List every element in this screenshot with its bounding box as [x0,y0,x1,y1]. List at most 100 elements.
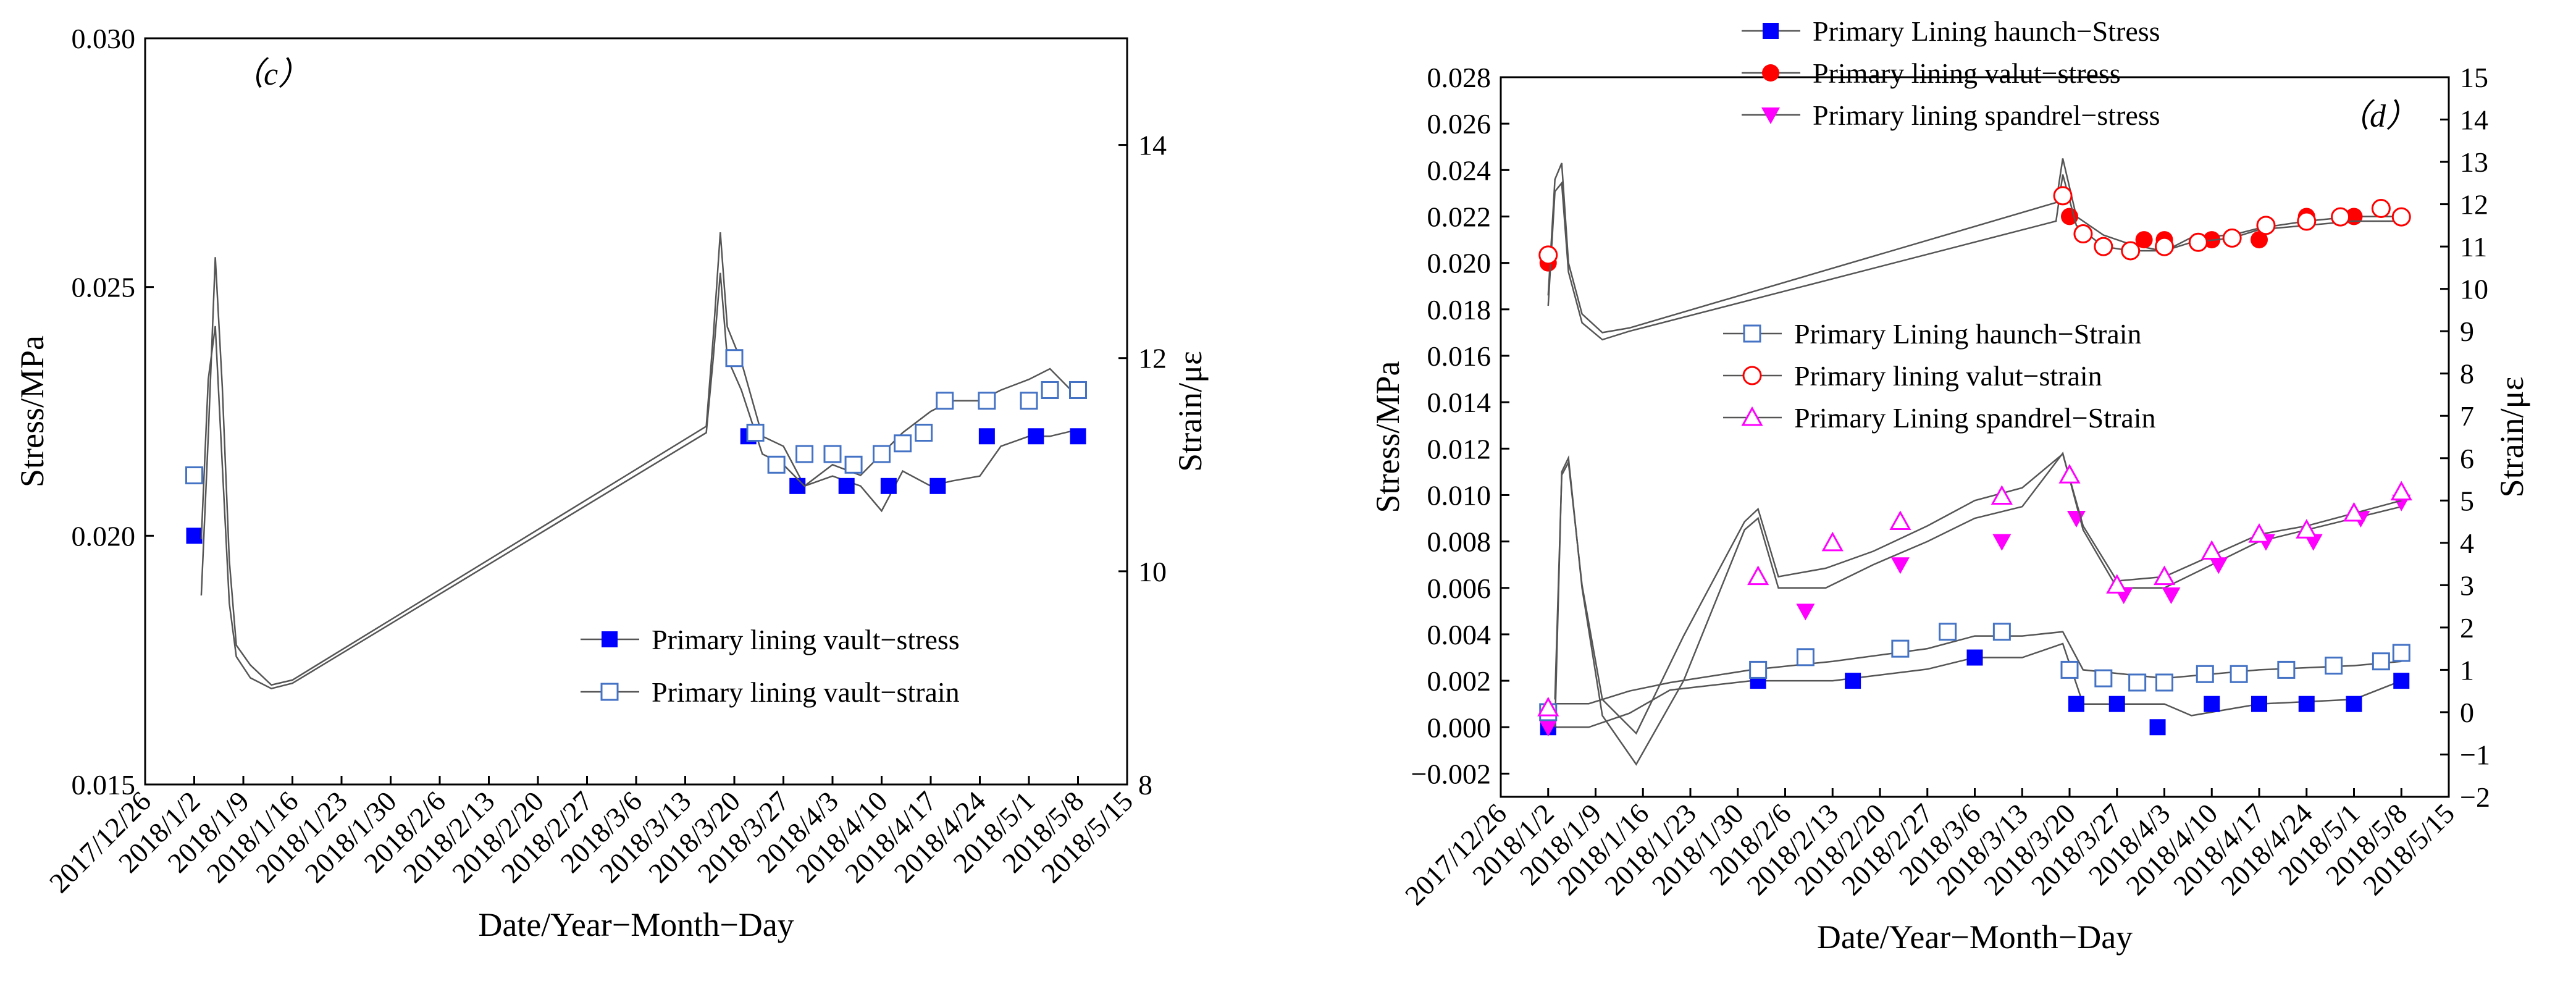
y-right-tick-label: −2 [2460,781,2490,813]
legend-marker [1762,64,1779,82]
data-point [844,455,863,474]
data-point [2188,232,2208,252]
y-left-tick-label: 0.028 [1427,62,1491,93]
data-point [1538,245,1558,265]
chart-panel-1: −0.002 0.000 0.002 0.004 0.006 0.008 0.010 0.01… [1369,15,2530,956]
data-point [2325,657,2343,675]
data-point [1537,696,1559,717]
data-point [725,349,744,368]
data-point [2135,231,2153,249]
y-right-tick-label: 10 [1138,556,1167,587]
y-left-tick-label: 0.022 [1427,201,1491,232]
data-point [1939,623,1957,641]
y-left-tick-label: 0.025 [72,272,136,303]
y-left-tick-label: 0.004 [1427,619,1491,650]
data-point [2343,502,2365,522]
legend-marker [602,631,618,647]
y-left-tick-label: 0.000 [1427,712,1491,743]
legend-label: Primary lining vault−strain [652,676,960,708]
data-point [2251,231,2268,249]
data-point [2128,673,2147,692]
data-point [2277,660,2296,679]
y-right-tick-label: 12 [2460,189,2488,221]
legend-marker [1761,107,1780,124]
data-point [2094,669,2113,688]
data-point [2121,241,2141,261]
data-point [789,477,806,494]
legend-label: Primary Lining spandrel−Strain [1794,402,2156,434]
series-line [1554,452,2402,735]
y-right-tick-label: 14 [1138,130,1167,161]
legend-entry: Primary Lining spandrel−Strain [1723,402,2156,434]
data-point [915,424,933,442]
y-right-tick-label: 4 [2460,528,2474,559]
y-right-tick-label: 8 [1138,769,1152,801]
data-point [1821,531,1844,552]
y-right-tick-label: 6 [2460,443,2474,474]
data-point [2201,540,2223,560]
data-point [1538,720,1558,737]
y-right-tick-label: 11 [2460,231,2487,263]
series-3 [1539,623,2410,721]
y-left-tick-label: 0.006 [1427,573,1491,604]
data-point [1747,565,1769,586]
data-point [1749,660,1768,679]
legend-marker [1763,23,1779,39]
legend-entry: Primary lining vault−stress [581,624,960,655]
legend-label: Primary Lining haunch−Strain [1794,318,2142,350]
data-point [1966,649,1983,666]
data-point [936,392,954,410]
data-point [1891,639,1910,658]
data-point [2372,652,2390,671]
x-axis-title: Date/Year−Month−Day [478,906,794,943]
panel-label: （d） [2338,99,2418,134]
series-line [200,272,1072,690]
data-point [2108,696,2125,712]
panel-label: （c） [232,57,310,92]
data-point [2248,523,2270,543]
data-point [1020,392,1038,410]
data-point [2061,208,2078,225]
legend-entry: Primary lining spandrel−stress [1742,99,2160,131]
data-point [1890,557,1910,574]
plot-frame [144,37,1128,786]
data-point [2196,665,2214,683]
legend-entry: Primary Lining haunch−Stress [1742,15,2160,47]
y-left-tick-label: 0.014 [1427,387,1491,418]
data-point [2391,207,2411,227]
legend-entry: Primary lining valut−stress [1742,57,2121,89]
y-left-tick-label: 0.026 [1427,108,1491,140]
data-point [1845,673,1861,689]
legend-marker [1741,406,1763,426]
y-right-tick-label: 1 [2460,654,2474,686]
data-point [2106,574,2128,594]
y-right-tick-label: 7 [2460,400,2474,432]
y-left-tick-label: 0.024 [1427,154,1491,186]
data-point [2068,696,2084,712]
y-left-axis-title: Stress/MPa [14,335,51,487]
series-1 [185,272,1087,690]
data-point [2162,587,2181,605]
legend-marker [1743,324,1761,343]
data-point [2297,211,2317,231]
data-point [873,445,891,463]
data-point [2298,696,2315,712]
series-line [200,232,1072,686]
data-point [2053,186,2073,206]
y-right-tick-label: 0 [2460,697,2474,728]
y-right-tick-label: 15 [2460,62,2488,93]
data-point [1069,381,1087,399]
y-left-axis-title: Stress/MPa [1369,361,1406,513]
data-point [2390,481,2412,501]
series-4 [1538,174,2411,341]
data-point [2209,557,2228,574]
legend-marker [600,683,619,701]
legend-marker [1742,366,1762,385]
y-left-tick-label: 0.002 [1427,665,1491,697]
data-point [2153,565,2176,586]
legend-label: Primary lining valut−stress [1813,57,2121,89]
data-point [1796,603,1815,621]
y-right-tick-label: 2 [2460,612,2474,644]
data-point [2331,207,2351,227]
x-axis-title: Date/Year−Month−Day [1817,919,2133,956]
